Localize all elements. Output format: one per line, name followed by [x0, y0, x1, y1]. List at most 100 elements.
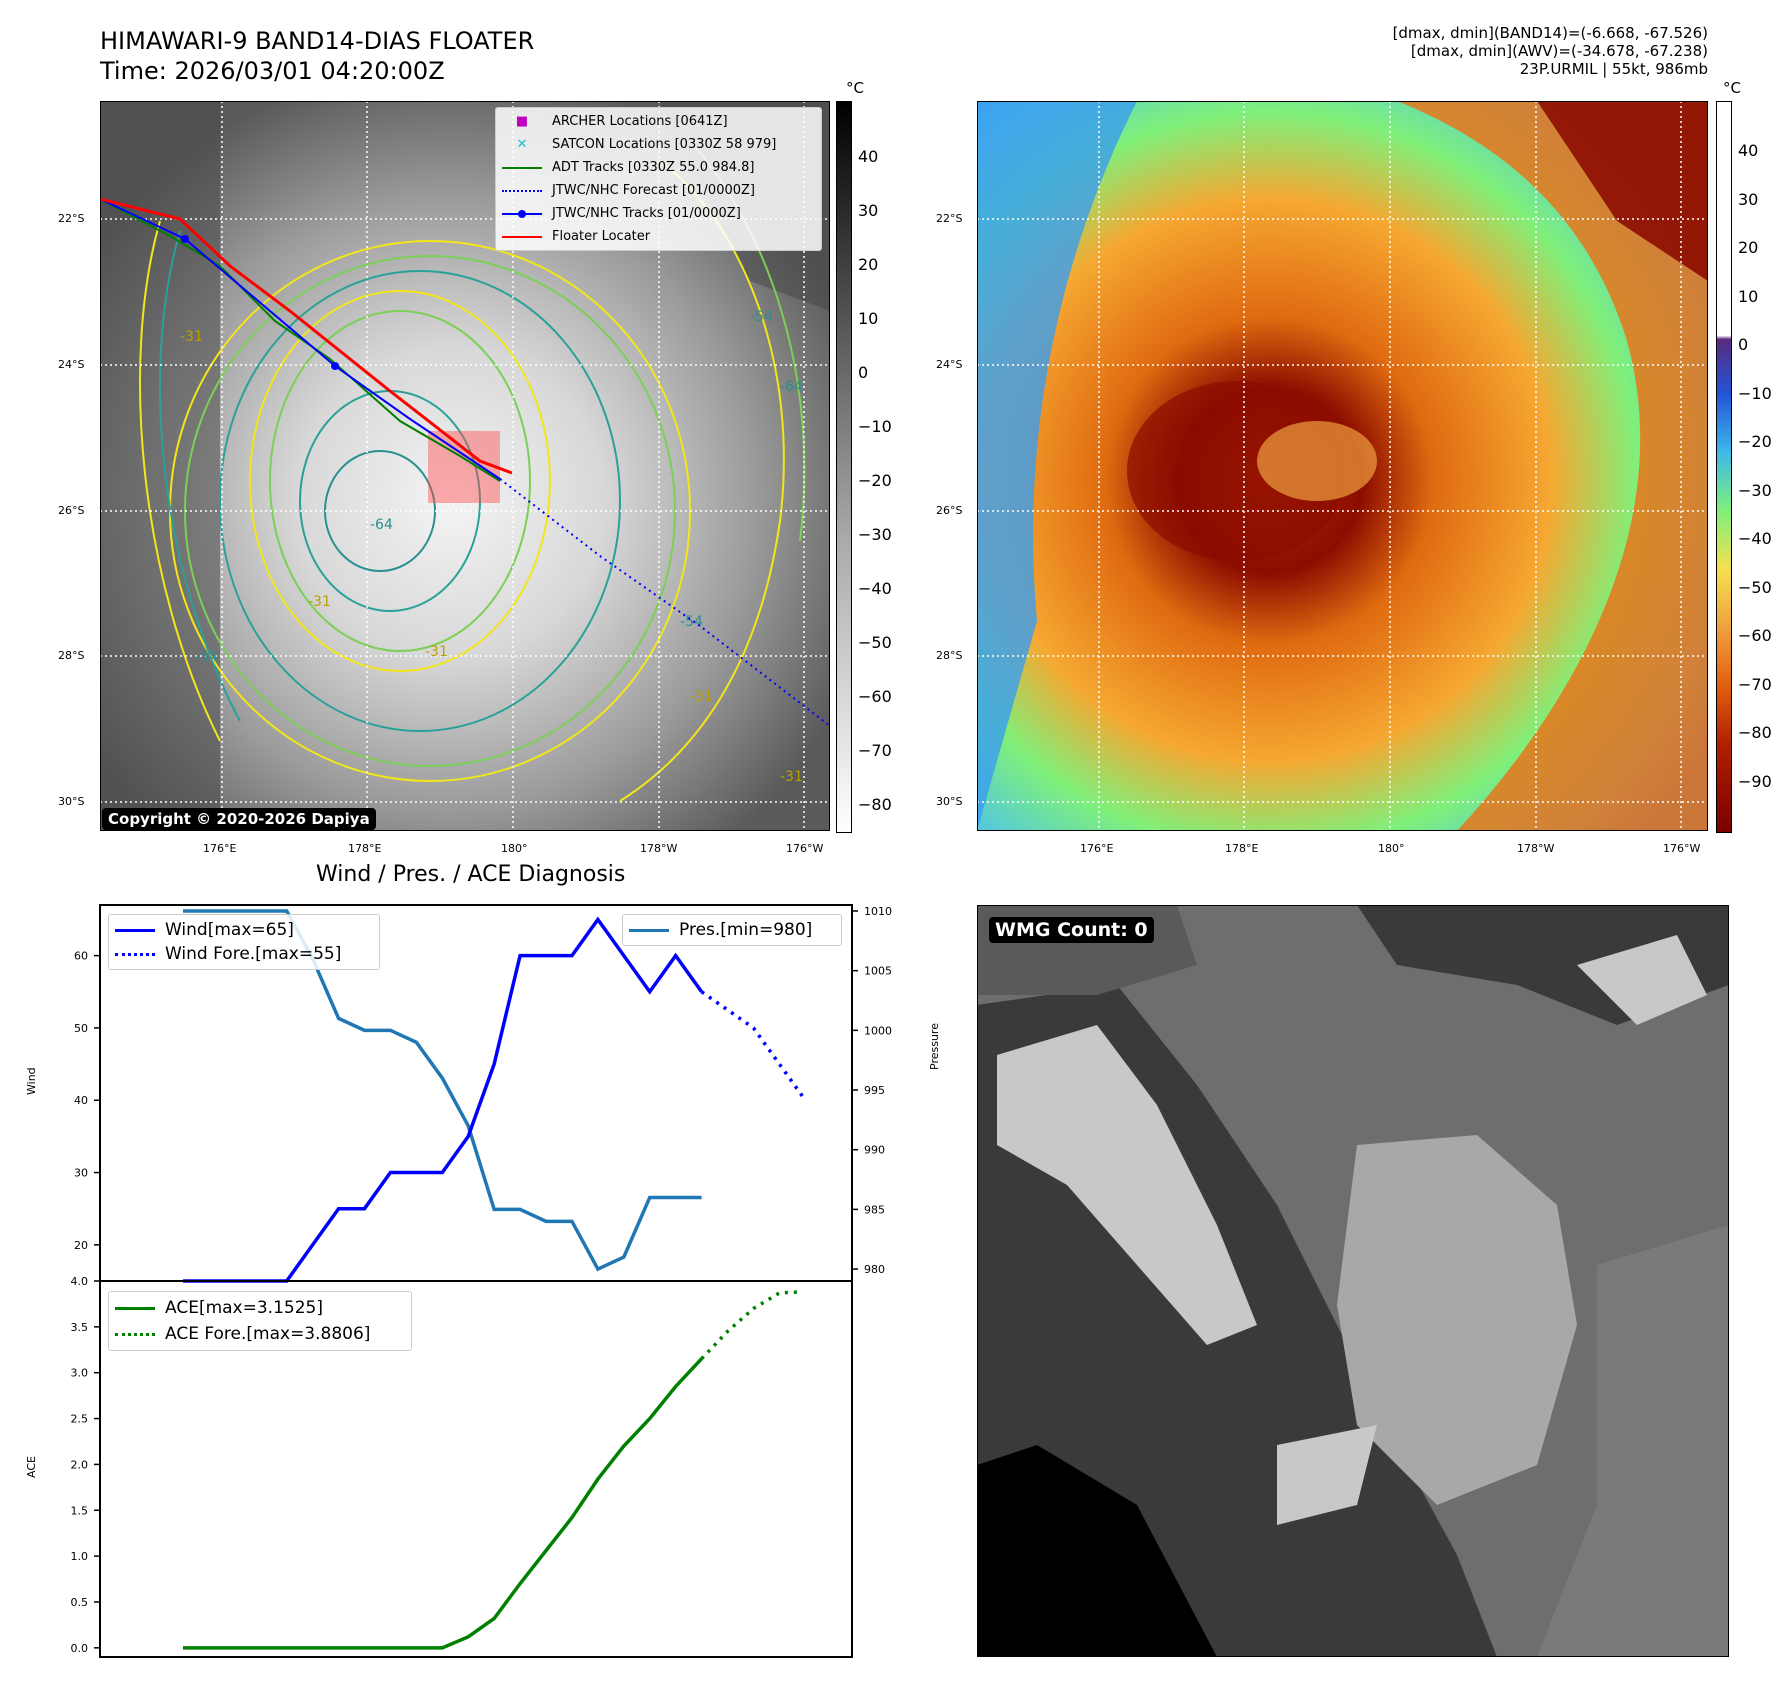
lat-label: 30°S [58, 795, 85, 808]
legend-label: ACE Fore.[max=3.8806] [165, 1324, 371, 1344]
legend-label: SATCON Locations [0330Z 58 979] [552, 137, 777, 152]
colorbar-tick: 40 [1738, 141, 1759, 160]
colorbar-tick: −10 [1738, 384, 1772, 403]
ir-colorbar-ticks: 40 30 20 10 0 −10 −20 −30 −40 −50 −60 −7… [858, 101, 908, 831]
legend-item-wind-forecast: Wind Fore.[max=55] [109, 942, 379, 966]
contour-labels: -31 -54 -64 -64 -31 -31 -54 -54 -31 -31 [180, 309, 803, 785]
colorbar-tick: 20 [858, 255, 879, 274]
colorbar-tick: −80 [1738, 723, 1772, 742]
lon-label: 180° [1378, 842, 1405, 855]
colorbar-tick: 10 [1738, 287, 1759, 306]
lat-label: 28°S [936, 649, 963, 662]
contour-label: -31 [780, 769, 803, 785]
wmg-image [976, 904, 1730, 1658]
colorbar-tick: −40 [1738, 529, 1772, 548]
line-swatch-icon [115, 1306, 155, 1310]
awv-map [976, 100, 1709, 832]
lon-label: 178°E [1225, 842, 1259, 855]
legend-label: Floater Locater [552, 229, 651, 244]
colorbar-tick: 40 [858, 147, 879, 166]
awv-colorbar [1716, 101, 1732, 833]
info-line-1: [dmax, dmin](BAND14)=(-6.668, -67.526) [1392, 24, 1708, 42]
title-line-2: Time: 2026/03/01 04:20:00Z [100, 57, 445, 85]
line-dot-swatch-icon [502, 209, 542, 219]
ace-legend: ACE[max=3.1525] ACE Fore.[max=3.8806] [108, 1291, 412, 1351]
y-tick-label: 985 [864, 1203, 885, 1216]
contour-label: -31 [180, 329, 203, 345]
contour-label: -31 [690, 689, 713, 705]
legend-item-ace-forecast: ACE Fore.[max=3.8806] [109, 1321, 411, 1347]
info-line-3: 23P.URMIL | 55kt, 986mb [1519, 60, 1708, 78]
colorbar-tick: 20 [1738, 238, 1759, 257]
y-tick-label: 4.0 [71, 1275, 89, 1288]
y-tick-label: 30 [74, 1167, 88, 1180]
colorbar-unit: °C [1723, 79, 1741, 97]
contour-label: -54 [680, 614, 703, 630]
legend-label: ADT Tracks [0330Z 55.0 984.8] [552, 160, 755, 175]
lat-label: 24°S [936, 358, 963, 371]
colorbar-tick: 0 [858, 363, 869, 382]
y-tick-label: 60 [74, 950, 88, 963]
lat-label: 30°S [936, 795, 963, 808]
info-line-2: [dmax, dmin](AWV)=(-34.678, -67.238) [1410, 42, 1708, 60]
series-line [182, 916, 704, 1283]
lon-label: 176°E [203, 842, 237, 855]
y-tick-label: 3.0 [71, 1367, 89, 1380]
copyright-badge: Copyright © 2020-2026 Dapiya [102, 808, 376, 830]
y-tick-label: 1000 [864, 1024, 892, 1037]
y-tick-label: 1005 [864, 965, 892, 978]
legend-item-ace: ACE[max=3.1525] [109, 1295, 411, 1321]
legend-item-adt: ADT Tracks [0330Z 55.0 984.8] [496, 156, 821, 179]
jtwc-track-point [331, 362, 339, 370]
y-tick-label: 980 [864, 1263, 885, 1276]
colorbar-tick: −40 [858, 579, 892, 598]
awv-map-grid [977, 101, 1708, 831]
line-swatch-icon [502, 166, 542, 169]
colorbar-tick: −90 [1738, 772, 1772, 791]
wmg-panel: WMG Count: 0 [976, 904, 1730, 1658]
legend-item-satcon: ✕ SATCON Locations [0330Z 58 979] [496, 133, 821, 156]
legend-item-archer: ■ ARCHER Locations [0641Z] [496, 110, 821, 133]
series-line [182, 1357, 703, 1650]
floater-box [428, 431, 500, 503]
contour-label: -54 [750, 309, 773, 325]
lon-label: 178°W [640, 842, 678, 855]
legend-item-floater: Floater Locater [496, 225, 821, 248]
lat-label: 28°S [58, 649, 85, 662]
contour-label: -64 [370, 517, 393, 533]
y-tick-label: 20 [74, 1239, 88, 1252]
colorbar-tick: −70 [858, 741, 892, 760]
line-swatch-icon [629, 928, 669, 932]
colorbar-tick: −50 [858, 633, 892, 652]
diagnosis-title: Wind / Pres. / ACE Diagnosis [316, 862, 626, 887]
colorbar-tick: 0 [1738, 335, 1749, 354]
series-line [182, 909, 702, 1272]
floater-locater-track [99, 197, 513, 475]
ace-axes: 0.0 0.5 1.0 1.5 2.0 2.5 3.0 3.5 4.0 [71, 1275, 853, 1658]
y-tick-label: 2.0 [71, 1458, 89, 1471]
series-line [700, 990, 807, 1102]
contour-label: -54 [195, 649, 218, 665]
colorbar-tick: −20 [1738, 432, 1772, 451]
lon-label: 178°E [348, 842, 382, 855]
y-tick-label: 990 [864, 1144, 885, 1157]
legend-label: ARCHER Locations [0641Z] [552, 114, 728, 129]
colorbar-tick: −30 [1738, 481, 1772, 500]
y-tick-label: 0.0 [71, 1642, 89, 1655]
contour-label: -31 [425, 644, 448, 660]
ace-plot-frame [99, 1280, 853, 1658]
ir-colorbar [836, 101, 852, 833]
line-swatch-icon [502, 235, 542, 238]
x-mark-icon: ✕ [516, 137, 528, 152]
legend-label: JTWC/NHC Forecast [01/0000Z] [552, 183, 755, 198]
y-tick-label: 0.5 [71, 1596, 89, 1609]
lon-label: 176°W [786, 842, 824, 855]
awv-colorbar-ticks: 40 30 20 10 0 −10 −20 −30 −40 −50 −60 −7… [1738, 101, 1788, 831]
awv-map-panel [976, 100, 1709, 832]
colorbar-tick: −50 [1738, 578, 1772, 597]
colorbar-tick: −60 [858, 687, 892, 706]
colorbar-tick: −20 [858, 471, 892, 490]
adt-track [99, 198, 501, 482]
legend-label: Pres.[min=980] [679, 920, 813, 940]
